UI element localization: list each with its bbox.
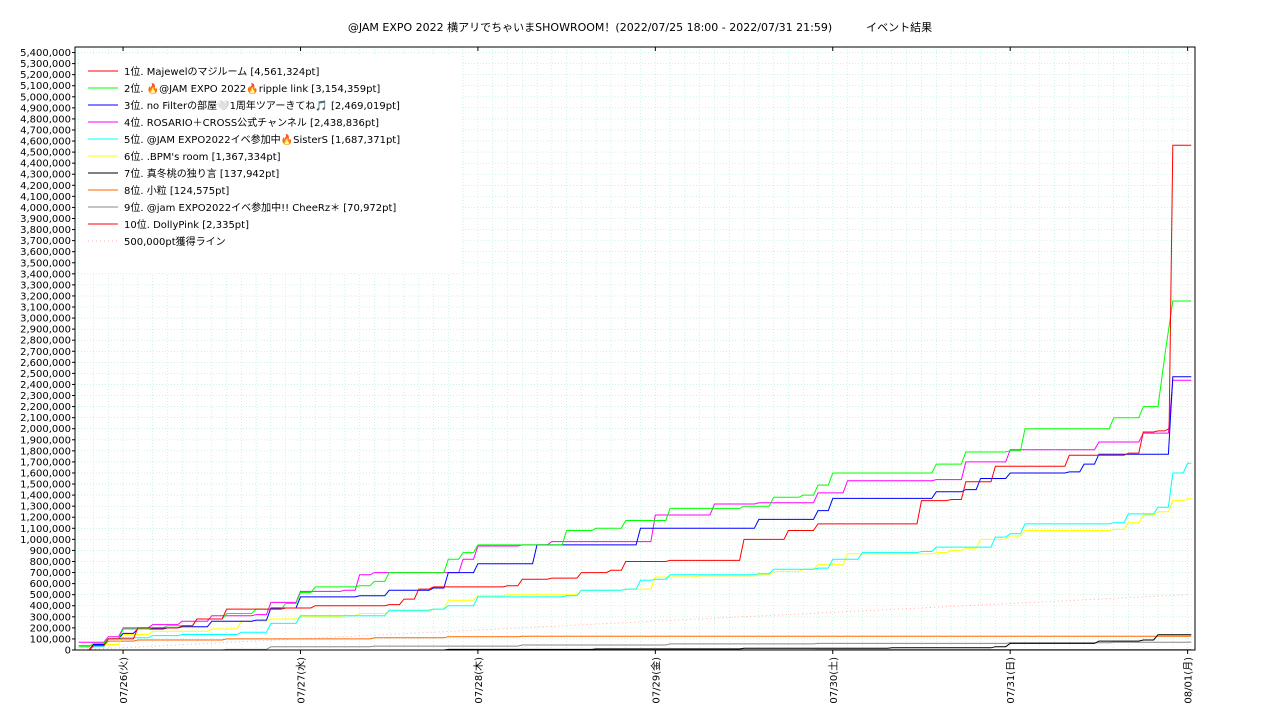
x-tick-label: 07/30(土) — [827, 657, 840, 704]
y-tick-label: 700,000 — [30, 568, 71, 579]
legend-label: 500,000pt獲得ライン — [124, 235, 226, 248]
series-line — [78, 300, 1192, 648]
series-line — [78, 379, 1192, 643]
y-tick-label: 300,000 — [30, 612, 71, 623]
x-tick-label: 07/26(火) — [118, 657, 130, 704]
x-tick-label: 07/31(日) — [1006, 657, 1017, 704]
y-tick-label: 3,700,000 — [20, 236, 71, 247]
chart-title-suffix: イベント結果 — [866, 21, 933, 34]
y-tick-label: 5,200,000 — [20, 70, 71, 81]
y-tick-label: 0 — [65, 646, 71, 657]
y-tick-label: 3,900,000 — [20, 214, 71, 225]
y-tick-label: 1,500,000 — [20, 480, 71, 491]
y-tick-label: 1,100,000 — [20, 524, 71, 535]
series-line — [78, 635, 1192, 647]
x-tick-label: 07/28(木) — [473, 657, 485, 704]
y-tick-label: 2,200,000 — [20, 402, 71, 413]
y-tick-label: 3,400,000 — [20, 269, 71, 280]
y-tick-label: 3,600,000 — [20, 247, 71, 258]
y-tick-label: 1,400,000 — [20, 491, 71, 502]
y-tick-label: 600,000 — [30, 579, 71, 590]
legend-label: 3位. no Filterの部屋🤍1周年ツアーきてね🎵 [2,469,019pt… — [124, 99, 400, 112]
y-tick-label: 4,700,000 — [20, 125, 71, 136]
y-tick-label: 5,100,000 — [20, 81, 71, 92]
series-line — [78, 498, 1192, 651]
legend-label: 5位. @JAM EXPO2022イベ参加中🔥SisterS [1,687,37… — [124, 133, 400, 146]
y-tick-label: 1,200,000 — [20, 513, 71, 524]
y-tick-label: 5,000,000 — [20, 92, 71, 103]
y-tick-label: 400,000 — [30, 601, 71, 612]
y-tick-label: 2,900,000 — [20, 325, 71, 336]
y-tick-label: 4,000,000 — [20, 203, 71, 214]
legend-label: 4位. ROSARIO＋CROSS公式チャンネル [2,438,836pt] — [124, 116, 379, 129]
chart-title: @JAM EXPO 2022 横アリでちゃいまSHOWROOM！(2022/07… — [0, 19, 1280, 35]
legend-label: 8位. 小粒 [124,575pt] — [124, 184, 229, 197]
x-tick-label: 07/27(水) — [295, 657, 307, 704]
legend-label: 1位. Majewelのマジルーム [4,561,324pt] — [124, 65, 319, 78]
series-line — [78, 634, 1192, 651]
y-tick-label: 2,400,000 — [20, 380, 71, 391]
y-tick-label: 1,300,000 — [20, 502, 71, 513]
x-axis-ticks: 07/26(火) 07/27(水) 07/28(木) 07/29(金) 07/30(土)… — [118, 47, 1195, 704]
legend-label: 2位. 🔥@JAM EXPO 2022🔥ripple link [3,154,3… — [124, 82, 380, 95]
y-tick-label: 4,900,000 — [20, 103, 71, 114]
legend-label: 7位. 真冬桃の独り言 [137,942pt] — [124, 167, 279, 180]
y-tick-label: 1,700,000 — [20, 457, 71, 468]
y-tick-label: 3,000,000 — [20, 314, 71, 325]
y-tick-label: 1,600,000 — [20, 468, 71, 479]
y-tick-label: 900,000 — [30, 546, 71, 557]
y-tick-label: 1,900,000 — [20, 435, 71, 446]
legend-box — [80, 55, 460, 273]
y-tick-label: 4,800,000 — [20, 114, 71, 125]
legend: 1位. Majewelのマジルーム [4,561,324pt] 2位. 🔥@JAM… — [80, 55, 460, 273]
y-tick-label: 2,000,000 — [20, 424, 71, 435]
y-tick-label: 2,600,000 — [20, 358, 71, 369]
y-tick-label: 200,000 — [30, 623, 71, 634]
y-tick-label: 1,000,000 — [20, 535, 71, 546]
y-tick-label: 3,200,000 — [20, 291, 71, 302]
legend-label: 10位. DollyPink [2,335pt] — [124, 218, 249, 231]
series-line — [78, 462, 1192, 651]
legend-label: 6位. .BPM's room [1,367,334pt] — [124, 150, 281, 163]
reference-line-500000 — [74, 594, 1188, 651]
y-tick-label: 3,500,000 — [20, 258, 71, 269]
y-axis-ticks: 0100,000200,000300,000400,000500,000600,… — [20, 48, 75, 657]
y-tick-label: 5,400,000 — [20, 48, 71, 59]
y-tick-label: 4,400,000 — [20, 159, 71, 170]
y-tick-label: 500,000 — [30, 590, 71, 601]
x-tick-label: 07/29(金) — [649, 657, 662, 704]
y-tick-label: 4,300,000 — [20, 170, 71, 181]
x-tick-label: 08/01(月) — [1183, 657, 1195, 704]
y-tick-label: 4,600,000 — [20, 137, 71, 148]
reference-line-layer — [74, 594, 1188, 651]
y-tick-label: 4,200,000 — [20, 181, 71, 192]
plot-frame — [74, 46, 1196, 651]
y-tick-label: 3,100,000 — [20, 303, 71, 314]
y-tick-label: 2,700,000 — [20, 347, 71, 358]
y-tick-label: 2,300,000 — [20, 391, 71, 402]
y-tick-label: 2,500,000 — [20, 369, 71, 380]
y-tick-label: 2,100,000 — [20, 413, 71, 424]
chart-title-main: @JAM EXPO 2022 横アリでちゃいまSHOWROOM！(2022/07… — [347, 21, 833, 34]
y-tick-label: 3,800,000 — [20, 225, 71, 236]
y-tick-label: 4,500,000 — [20, 148, 71, 159]
series-line — [78, 641, 1192, 651]
y-tick-label: 1,800,000 — [20, 446, 71, 457]
legend-label: 9位. @jam EXPO2022イベ参加中!! CheeRz＊ [70,972… — [124, 201, 396, 214]
y-tick-label: 2,800,000 — [20, 336, 71, 347]
y-tick-label: 4,100,000 — [20, 192, 71, 203]
y-tick-label: 800,000 — [30, 557, 71, 568]
series-line — [78, 144, 1192, 651]
y-tick-label: 3,300,000 — [20, 280, 71, 291]
y-tick-label: 5,300,000 — [20, 59, 71, 70]
y-tick-label: 100,000 — [30, 634, 71, 645]
